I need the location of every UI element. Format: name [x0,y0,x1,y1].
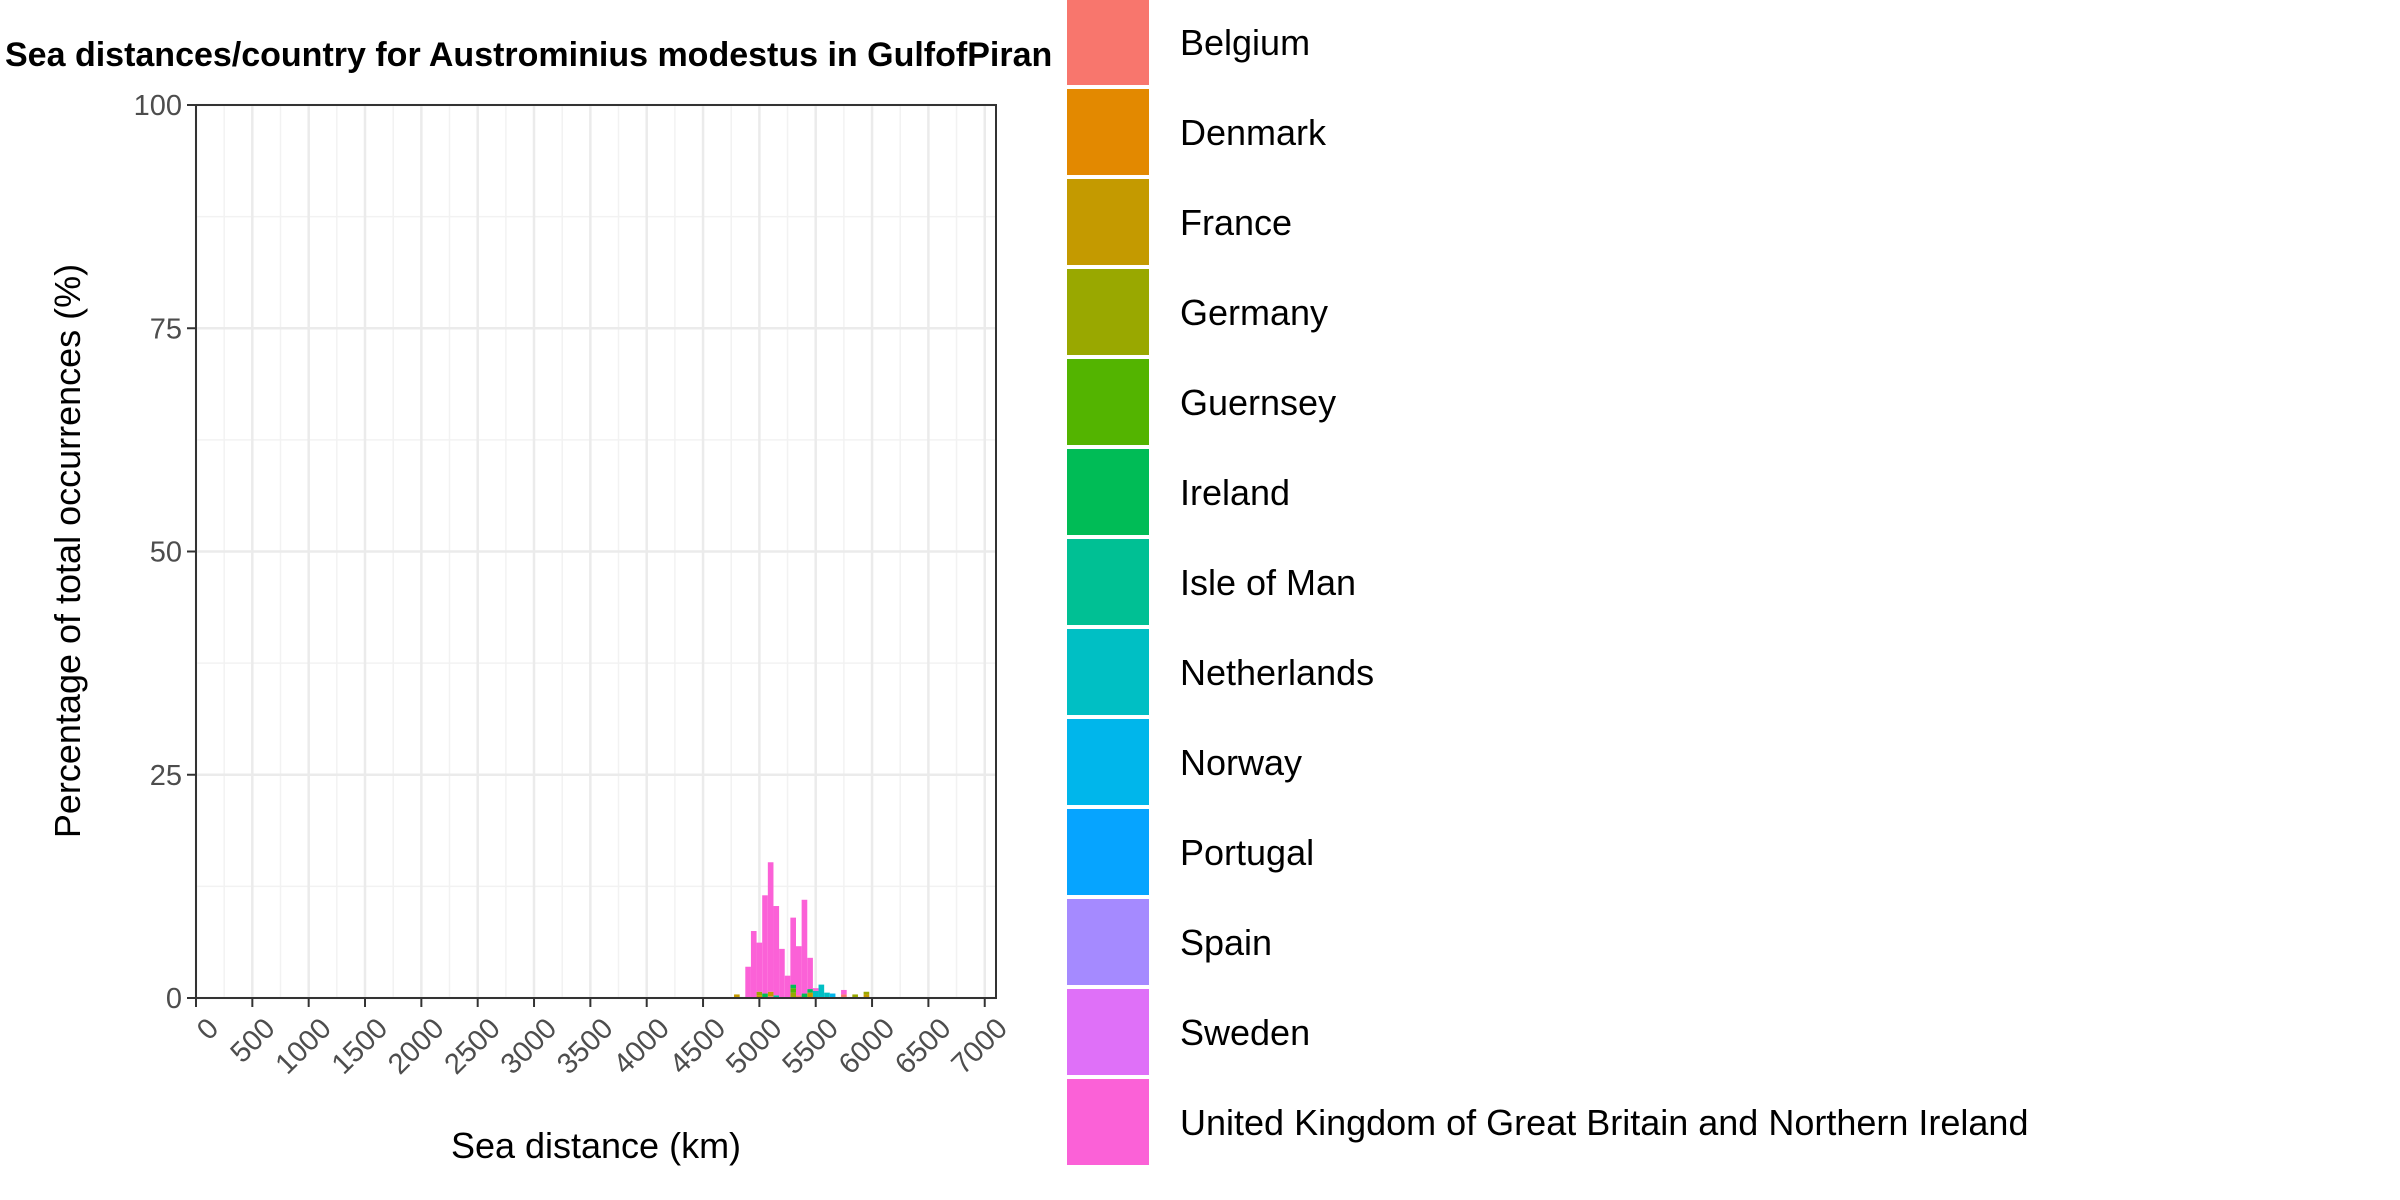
bar-segment [750,931,757,998]
bar-segment [818,984,825,998]
bar-segment [801,899,808,994]
bar-segment [812,988,819,991]
legend-label: Portugal [1180,832,1314,873]
bar-segment [734,994,740,998]
bar-segment [762,895,768,994]
legend-key [1063,805,1153,899]
y-tick-label: 75 [150,313,182,345]
legend-label: Denmark [1180,112,1327,153]
bar-segment [807,992,813,998]
x-tick-label: 5500 [777,1012,845,1080]
legend: Belgium Denmark France Germany Guernsey Irela… [1063,0,2028,1169]
bar-segment [790,988,796,993]
y-axis-title: Percentage of total occurrences (%) [47,264,88,838]
legend-label: Netherlands [1180,652,1374,693]
x-tick-label: 4000 [608,1012,676,1080]
x-tick-label: 7000 [946,1012,1014,1080]
bar-segment [807,957,813,990]
bar-segment [812,990,819,998]
grid-lines [194,103,996,1000]
legend-label: Spain [1180,922,1272,963]
x-tick-label: 1500 [326,1012,394,1080]
y-tick-label: 50 [150,537,182,569]
bar-segment [767,862,774,992]
x-axis-title: Sea distance (km) [451,1125,741,1166]
x-tick-label: 1000 [270,1012,338,1080]
legend-key [1063,985,1153,1079]
legend-key [1063,535,1153,629]
legend-key [1063,715,1153,809]
y-tick-label: 0 [166,983,182,1015]
legend-key [1063,1075,1153,1169]
bar-segment [745,966,751,998]
bar-segment [779,948,785,998]
bar-segment [801,993,808,998]
x-tick-label: 2500 [439,1012,507,1080]
bar-segment [807,989,813,993]
bar-segment [796,995,802,998]
x-tick-label: 3000 [495,1012,563,1080]
legend-label: Belgium [1180,22,1310,63]
y-tick-label: 25 [150,760,182,792]
legend-key [1063,355,1153,449]
legend-label: Norway [1180,742,1302,783]
x-tick-label: 5000 [720,1012,788,1080]
bar-segment [841,994,847,998]
bar-segment [790,917,796,985]
legend-key [1063,265,1153,359]
bar-segment [863,991,870,995]
histogram-bars [734,862,870,998]
bar-segment [784,975,791,998]
legend-key [1063,85,1153,179]
legend-key [1063,0,1153,89]
bar-segment [790,992,796,998]
y-axis: 0 25 50 75 100 [134,90,196,1015]
legend-label: Sweden [1180,1012,1310,1053]
x-axis: 0 500100015002000250030003500400045005000… [191,998,1014,1081]
bar-segment [863,994,870,998]
bar-segment [773,995,780,998]
legend-label: Isle of Man [1180,562,1356,603]
x-tick-label: 6000 [833,1012,901,1080]
bar-segment [841,989,847,995]
bar-segment [756,991,763,996]
bar-segment [756,995,763,998]
legend-label: Ireland [1180,472,1290,513]
x-tick-label: 3500 [551,1012,619,1080]
bar-segment [796,946,802,996]
legend-label: United Kingdom of Great Britain and Nort… [1180,1102,2028,1143]
bar-segment [767,991,774,997]
chart-title: Sea distances/country for Austrominius m… [5,36,1052,74]
bar-segment [852,994,858,998]
x-tick-label: 4500 [664,1012,732,1080]
x-tick-label: 6500 [889,1012,957,1080]
legend-key [1063,175,1153,269]
x-tick-label: 2000 [382,1012,450,1080]
bar-segment [824,992,830,998]
bar-segment [790,984,796,989]
legend-key [1063,895,1153,989]
legend-label: France [1180,202,1292,243]
y-tick-label: 100 [134,90,182,122]
bar-segment [773,906,780,996]
legend-key [1063,625,1153,719]
bar-segment [756,942,763,992]
legend-label: Germany [1180,292,1328,333]
bar-segment [762,993,768,998]
legend-key [1063,445,1153,539]
bar-segment [829,993,836,998]
legend-label: Guernsey [1180,382,1336,423]
x-tick-label: 0 [191,1012,225,1046]
